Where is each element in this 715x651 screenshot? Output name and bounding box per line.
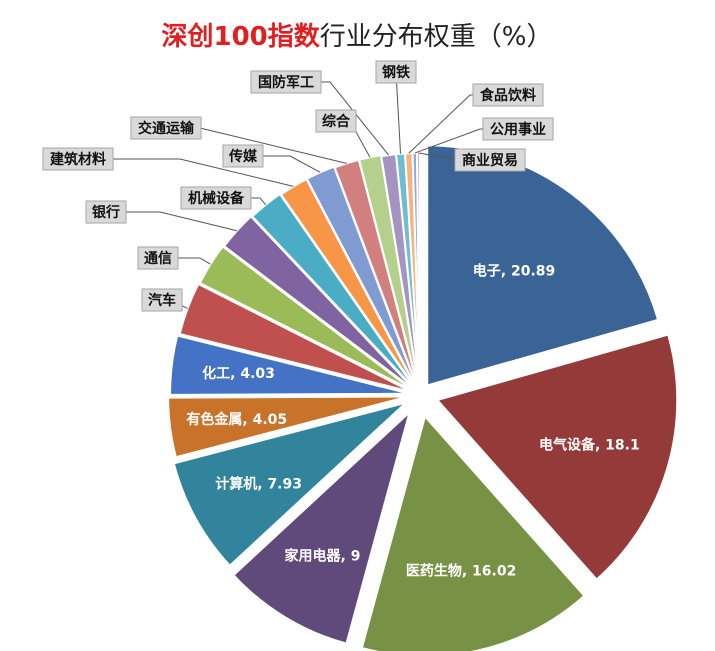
slice-label-18: 公用事业 (490, 121, 546, 138)
label-box-14 (315, 109, 357, 133)
pie-slices (167, 144, 679, 651)
pie-slice-1 (435, 333, 679, 581)
label-box-17 (472, 83, 544, 107)
label-box-16 (375, 60, 417, 84)
leader-line-13 (199, 127, 347, 164)
slice-label-12: 传媒 (228, 148, 258, 165)
leader-line-10 (251, 197, 267, 206)
chart-title-rest: 行业分布权重（%） (320, 22, 553, 52)
slice-label-17: 食品饮料 (480, 87, 536, 104)
pie-slice-5 (167, 395, 409, 459)
slice-label-5: 有色金属, 4.05 (186, 411, 287, 428)
label-box-19 (454, 148, 526, 172)
slice-label-19: 商业贸易 (462, 152, 518, 169)
label-box-8 (137, 246, 179, 270)
slice-label-7: 汽车 (148, 292, 176, 309)
label-box-11 (42, 147, 114, 171)
slice-label-10: 机械设备 (188, 190, 245, 207)
slice-label-16: 钢铁 (382, 64, 410, 81)
slice-label-15: 国防军工 (258, 74, 314, 91)
slice-labels: 电子, 20.89 电气设备, 18.1 医药生物, 16.02 家用电器, 9 计算机… (42, 60, 640, 580)
pie-slice-0 (426, 144, 660, 387)
leader-line-8 (178, 257, 211, 265)
pie-slice-2 (360, 414, 586, 651)
pie-slice-7 (178, 282, 413, 394)
slice-label-9: 银行 (92, 204, 120, 221)
slice-label-6: 化工, 4.03 (202, 365, 275, 382)
leader-line-9 (126, 211, 238, 232)
pie-slice-3 (232, 408, 412, 645)
slice-label-2: 医药生物, 16.02 (406, 563, 516, 580)
chart-title-accent: 深创100指数 (162, 22, 321, 52)
pie-slice-6 (169, 334, 411, 396)
slice-label-8: 通信 (144, 250, 172, 267)
slice-label-13: 交通运输 (138, 120, 195, 137)
label-box-7 (141, 288, 183, 312)
leader-line-16 (376, 71, 402, 154)
leader-line-11 (113, 158, 294, 187)
leader-line-15 (321, 81, 389, 156)
label-box-18 (482, 117, 554, 141)
slice-label-1: 电气设备, 18.1 (539, 436, 640, 453)
leader-line-18 (414, 128, 483, 154)
slice-label-11: 建筑材料 (50, 151, 106, 168)
slice-label-0: 电子, 20.89 (473, 263, 555, 280)
leader-line-17 (408, 94, 473, 154)
slice-label-14: 综合 (322, 113, 351, 130)
label-box-15 (250, 70, 322, 94)
slice-label-3: 家用电器, 9 (285, 548, 361, 565)
slice-label-4: 计算机, 7.93 (215, 475, 302, 492)
label-box-13 (130, 116, 202, 140)
label-box-9 (85, 200, 127, 224)
leader-line-12 (263, 155, 321, 173)
pie-slice-4 (172, 401, 407, 568)
chart-title: 深创100指数行业分布权重（%） (162, 22, 553, 52)
label-box-12 (222, 144, 264, 168)
label-box-10 (180, 186, 252, 210)
